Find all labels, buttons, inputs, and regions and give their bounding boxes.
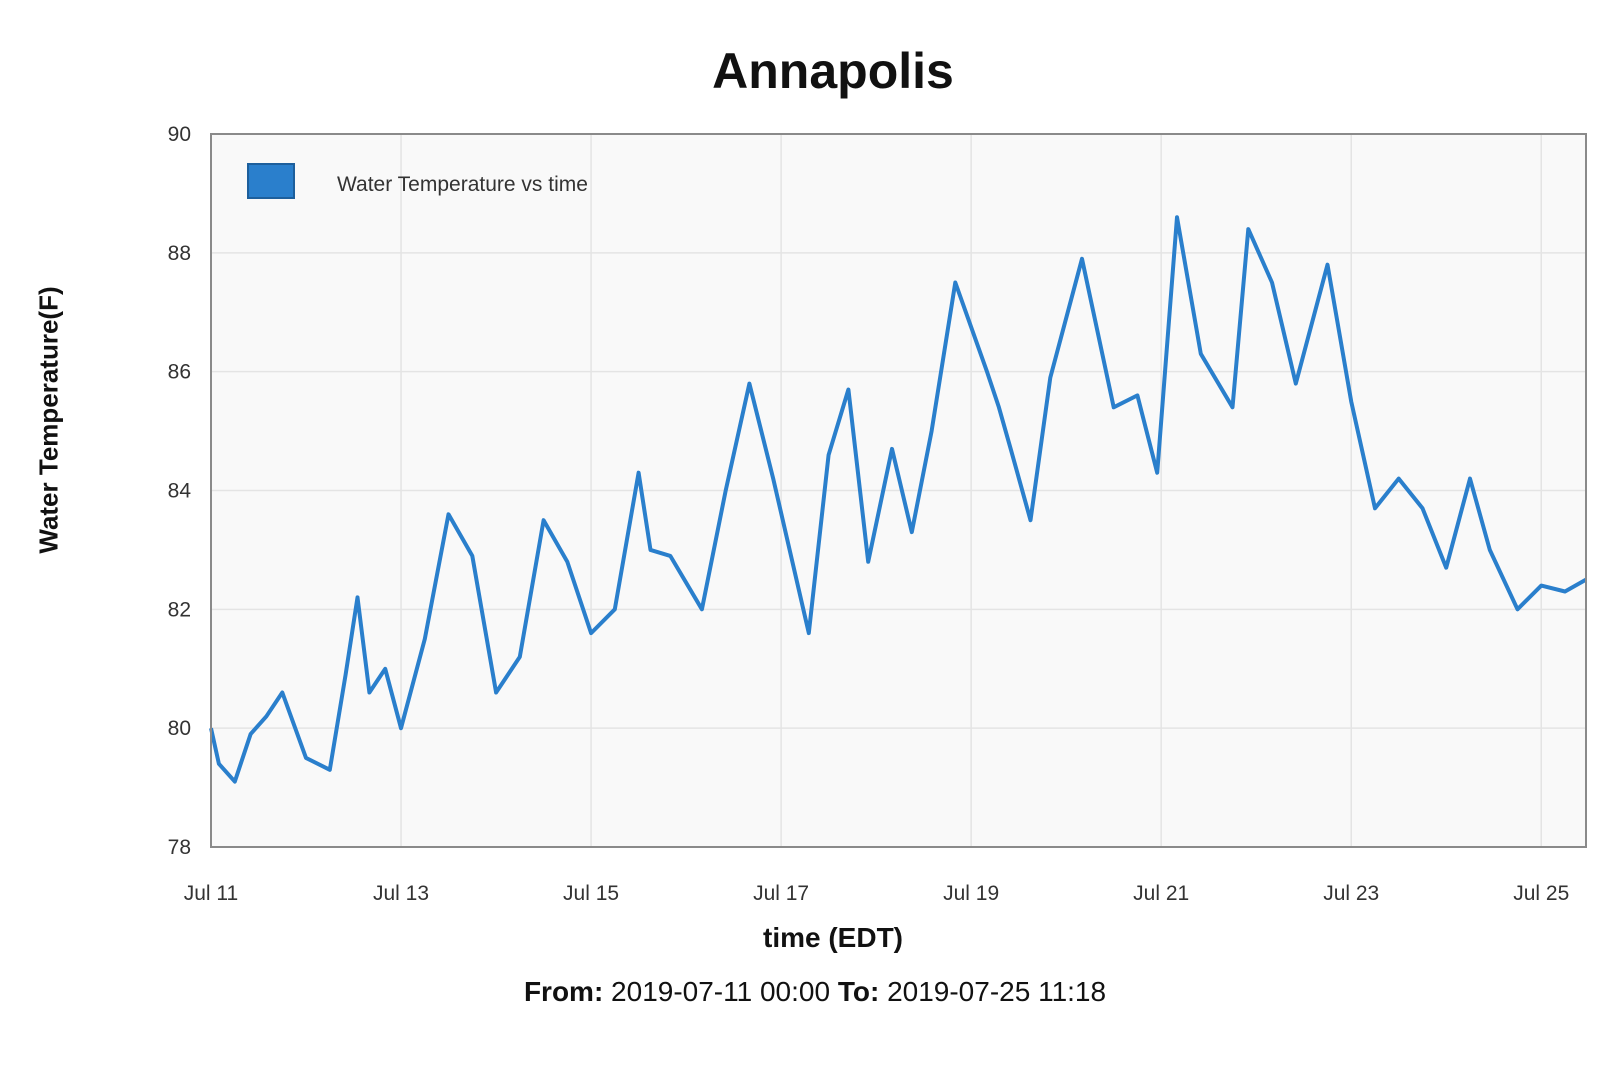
y-axis-ticks: 78 80 82 84 86 88 90 [168,123,192,859]
y-axis-label: Water Temperature(F) [33,286,64,554]
plot-border [210,133,1587,848]
from-label: From: [523,976,604,1007]
date-range: From: 2019-07-11 00:00 To: 2019-07-25 11… [0,976,1600,1008]
series-line-water-temperature [209,215,1587,784]
y-tick-label: 78 [168,836,191,859]
y-tick-label: 80 [168,717,191,740]
y-tick-label: 86 [168,361,191,384]
x-tick-label: Jul 25 [1513,882,1569,905]
x-tick-label: Jul 21 [1133,882,1189,905]
x-tick-label: Jul 23 [1323,882,1379,905]
y-tick-label: 84 [168,480,192,503]
y-tick-label: 82 [168,598,191,621]
y-tick-label: 88 [168,242,191,265]
from-value: 2019-07-11 00:00 [611,976,831,1007]
grid [211,134,1586,847]
x-tick-label: Jul 11 [184,882,238,905]
x-tick-label: Jul 15 [563,882,619,905]
legend[interactable]: Water Temperature vs time [247,163,588,199]
y-tick-label: 90 [168,123,191,146]
x-tick-label: Jul 17 [753,882,809,905]
legend-swatch [247,163,295,199]
legend-label: Water Temperature vs time [337,173,588,196]
to-value: 2019-07-25 11:18 [887,976,1107,1007]
x-tick-label: Jul 19 [943,882,999,905]
chart-title: Annapolis [712,43,954,99]
x-tick-label: Jul 13 [373,882,429,905]
x-axis-ticks: Jul 11 Jul 13 Jul 15 Jul 17 Jul 19 Jul 21 Jul … [184,882,1570,905]
series-group [209,215,1587,784]
to-label: To: [837,976,880,1007]
x-axis-label: time (EDT) [763,922,903,953]
